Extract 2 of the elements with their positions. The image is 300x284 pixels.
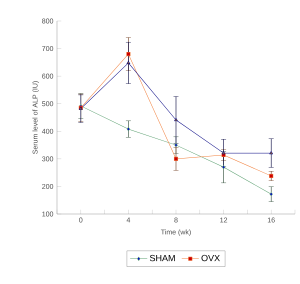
legend-label: OVX — [201, 254, 220, 262]
legend-label: SHAM — [150, 254, 175, 262]
